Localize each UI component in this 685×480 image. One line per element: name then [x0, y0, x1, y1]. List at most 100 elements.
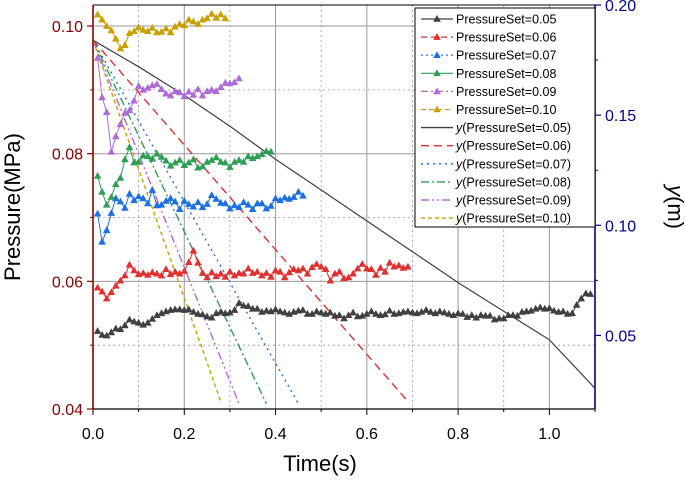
pressure-data-point	[262, 204, 271, 212]
x-tick-label: 0.8	[447, 426, 469, 443]
pressure-data-point	[203, 14, 211, 22]
pressure-data-point	[144, 152, 152, 160]
pressure-data-point	[93, 327, 102, 334]
pressure-data-point	[166, 91, 175, 99]
pressure-data-point	[175, 269, 184, 277]
pressure-data-point	[586, 290, 595, 297]
pressure-data-point	[454, 309, 462, 317]
pressure-data-point	[198, 162, 207, 170]
pressure-data-point	[198, 203, 207, 211]
pressure-data-point	[157, 200, 166, 208]
pressure-data-point	[116, 174, 125, 181]
pressure-data-point	[221, 78, 230, 86]
pressure-data-point	[107, 288, 116, 295]
pressure-data-point	[235, 156, 243, 163]
pressure-data-point	[486, 311, 494, 319]
pressure-data-point	[148, 24, 157, 31]
pressure-data-point	[385, 258, 394, 266]
pressure-data-point	[189, 17, 198, 25]
pressure-data-point	[212, 272, 220, 279]
pressure-data-point	[102, 226, 111, 234]
pressure-data-point	[166, 270, 175, 278]
pressure-data-point	[221, 272, 230, 280]
pressure-data-point	[299, 306, 307, 313]
pressure-data-point	[162, 196, 170, 204]
pressure-data-point	[312, 260, 321, 267]
pressure-data-point	[189, 246, 198, 254]
pressure-data-point	[130, 96, 138, 104]
pressure-data-point	[185, 305, 193, 313]
pressure-data-point	[253, 267, 262, 275]
pressure-data-point	[248, 154, 257, 161]
pressure-data-point	[363, 264, 371, 272]
legend-label-variable: y	[455, 139, 463, 153]
pressure-data-point	[107, 209, 116, 216]
pressure-data-point	[157, 27, 166, 35]
pressure-data-point	[112, 281, 120, 289]
pressure-data-point	[499, 314, 508, 322]
pressure-data-point	[217, 158, 225, 165]
pressure-data-point	[568, 309, 576, 317]
pressure-data-point	[290, 265, 298, 272]
pressure-data-point	[207, 268, 216, 276]
pressure-data-point	[545, 304, 554, 311]
pressure-data-point	[239, 158, 248, 165]
pressure-data-point	[221, 199, 230, 207]
pressure-data-point	[340, 314, 348, 322]
pressure-data-point	[134, 318, 143, 326]
pressure-data-point	[125, 315, 134, 323]
pressure-data-point	[267, 307, 275, 315]
pressure-data-point	[226, 308, 234, 316]
pressure-data-point	[162, 89, 170, 97]
pressure-data-point	[93, 10, 102, 18]
pressure-data-point	[125, 260, 134, 268]
pressure-data-point	[171, 267, 179, 275]
pressure-data-point	[93, 54, 102, 61]
pressure-data-point	[235, 203, 243, 211]
y-left-tick-label: 0.10	[52, 19, 83, 36]
y-right-axis-title: y(m)	[663, 183, 685, 229]
legend-label: PressureSet=0.08	[456, 67, 556, 81]
legend-label: y(PressureSet=0.05)	[455, 121, 571, 135]
pressure-data-point	[116, 197, 125, 205]
pressure-data-point	[194, 20, 202, 27]
pressure-data-point	[180, 161, 189, 168]
pressure-data-point	[148, 186, 157, 193]
pressure-data-point	[175, 156, 184, 163]
pressure-data-point	[139, 320, 147, 328]
pressure-data-point	[153, 269, 161, 277]
pressure-data-point	[175, 205, 184, 212]
pressure-data-point	[185, 258, 193, 265]
x-axis-title: Time(s)	[283, 451, 357, 476]
legend-triangle-marker	[433, 15, 441, 22]
pressure-data-point	[139, 194, 147, 202]
pressure-data-point	[577, 294, 586, 302]
pressure-data-point	[372, 271, 380, 278]
axes: 0.0 0.2 0.4 0.6 0.8 1.0 0.04 0.06 0.08 0.10 0.05 0.…	[52, 0, 636, 443]
pressure-data-point	[171, 197, 179, 205]
legend-label: PressureSet=0.05	[456, 13, 556, 27]
pressure-data-point	[513, 311, 522, 319]
pressure-data-point	[153, 311, 161, 318]
pressure-data-point	[157, 85, 166, 92]
pressure-data-point	[317, 308, 325, 316]
pressure-data-point	[112, 132, 120, 140]
pressure-data-point	[290, 193, 298, 200]
pressure-data-point	[107, 147, 116, 155]
pressure-data-point	[98, 287, 106, 295]
pressure-data-point	[185, 15, 193, 23]
legend-triangle-marker	[433, 33, 441, 40]
pressure-data-point	[180, 196, 189, 204]
pressure-data-point	[144, 84, 152, 91]
pressure-data-point	[217, 83, 225, 91]
pressure-data-point	[262, 269, 271, 276]
pressure-data-point	[198, 310, 207, 318]
pressure-data-point	[207, 9, 216, 17]
legend-label-variable: y	[455, 194, 463, 208]
pressure-data-point	[162, 265, 170, 272]
pressure-data-point	[248, 205, 257, 212]
pressure-data-point	[189, 202, 198, 210]
pressure-data-point	[198, 269, 207, 276]
pressure-data-point	[157, 152, 166, 160]
